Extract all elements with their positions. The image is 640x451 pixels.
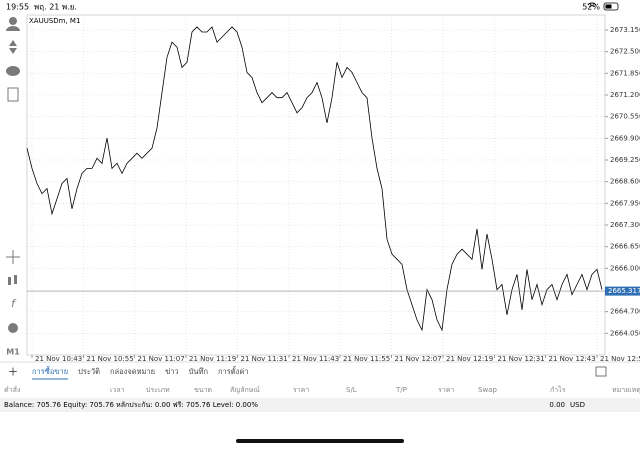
status-battery: 52% — [582, 3, 600, 12]
chart-frame — [26, 14, 606, 356]
indicators-icon-2[interactable] — [14, 275, 17, 284]
timeframe[interactable]: M1 — [6, 348, 20, 357]
y-tick-label: 2664.050 — [610, 329, 640, 337]
current-price-label: 2665.317 — [608, 287, 640, 295]
tabs: การซื้อขาย ประวัติ กล่องจดหมาย ข่าว บันทึก กา… — [32, 366, 249, 380]
y-tick-label: 2670.550 — [610, 113, 640, 121]
currency: USD — [570, 401, 585, 409]
toolbar[interactable]: f M1 — [6, 17, 20, 357]
y-tick-label: 2671.200 — [610, 91, 640, 99]
x-tick-label: 21 Nov 12:55 — [600, 355, 640, 363]
tab[interactable]: ข่าว — [165, 367, 179, 376]
trade-icon[interactable] — [9, 40, 17, 54]
column-header[interactable]: เวลา — [110, 386, 125, 394]
new-order-icon[interactable] — [7, 87, 19, 102]
balance-text: Balance: 705.76 Equity: 705.76 หลักประกั… — [4, 401, 258, 409]
column-header[interactable]: ราคา — [438, 386, 454, 394]
y-tick-label: 2668.600 — [610, 178, 640, 186]
layout-icon[interactable] — [595, 366, 607, 377]
account-icon[interactable] — [9, 17, 17, 25]
tab[interactable]: การตั้งค่า — [218, 366, 249, 376]
account-icon-body[interactable] — [6, 26, 20, 31]
x-tick-label: 21 Nov 11:07 — [138, 355, 185, 363]
y-tick-label: 2672.500 — [610, 48, 640, 56]
column-header[interactable]: คำสั่ง — [4, 385, 20, 394]
objects-icon[interactable] — [8, 323, 18, 333]
total-profit: 0.00 — [549, 401, 565, 409]
column-header[interactable]: สัญลักษณ์ — [230, 386, 260, 394]
x-tick-label: 21 Nov 12:19 — [446, 355, 493, 363]
column-header[interactable]: หมายเหตุ — [612, 386, 640, 394]
column-header[interactable]: ประเภท — [146, 386, 170, 394]
current-price-tag — [605, 286, 640, 296]
column-header[interactable]: ราคา — [293, 386, 309, 394]
battery-icon — [603, 2, 619, 11]
chart-title: XAUUSDm, M1 — [29, 17, 80, 25]
tab[interactable]: ประวัติ — [78, 367, 100, 376]
y-tick-label: 2666.650 — [610, 243, 640, 251]
column-header[interactable]: ขนาด — [194, 386, 212, 394]
x-tick-label: 21 Nov 10:55 — [87, 355, 134, 363]
wifi-icon — [587, 2, 597, 8]
tab[interactable]: บันทึก — [189, 367, 208, 376]
column-header[interactable]: Swap — [478, 386, 497, 394]
x-tick-label: 21 Nov 12:07 — [395, 355, 442, 363]
crosshair-icon[interactable] — [6, 250, 20, 264]
home-indicator — [236, 439, 404, 443]
balance-row-bg — [0, 398, 640, 412]
x-tick-label: 21 Nov 11:43 — [292, 355, 339, 363]
price-line — [26, 26, 603, 332]
add-button[interactable]: + — [8, 365, 18, 379]
tab[interactable]: กล่องจดหมาย — [110, 367, 155, 376]
function-icon[interactable]: f — [11, 297, 17, 310]
x-tick-label: 21 Nov 11:55 — [343, 355, 390, 363]
x-tick-label: 21 Nov 12:43 — [549, 355, 596, 363]
y-tick-label: 2669.250 — [610, 156, 640, 164]
column-header[interactable]: T/P — [395, 386, 407, 394]
y-tick-label: 2667.300 — [610, 221, 640, 229]
chat-icon[interactable] — [6, 66, 20, 76]
x-tick-label: 21 Nov 10:43 — [35, 355, 82, 363]
tab[interactable]: การซื้อขาย — [32, 366, 68, 376]
indicators-icon[interactable] — [8, 277, 11, 285]
x-tick-label: 21 Nov 11:19 — [189, 355, 236, 363]
y-tick-label: 2669.900 — [610, 134, 640, 142]
battery-level — [605, 4, 612, 9]
y-tick-label: 2664.700 — [610, 308, 640, 316]
status-time: 19:55 — [6, 3, 29, 12]
y-tick-label: 2673.150 — [610, 26, 640, 34]
y-tick-label: 2666.000 — [610, 264, 640, 272]
table-header: คำสั่ง เวลา ประเภท ขนาด สัญลักษณ์ ราคา S/L T/P ร… — [4, 385, 640, 394]
x-tick-label: 21 Nov 11:31 — [241, 355, 288, 363]
y-tick-label: 2671.850 — [610, 69, 640, 77]
column-header[interactable]: S/L — [346, 386, 357, 394]
status-date: พฤ. 21 พ.ย. — [34, 3, 77, 12]
column-header[interactable]: กำไร — [550, 385, 566, 394]
x-tick-label: 21 Nov 12:31 — [498, 355, 545, 363]
y-tick-label: 2667.950 — [610, 199, 640, 207]
